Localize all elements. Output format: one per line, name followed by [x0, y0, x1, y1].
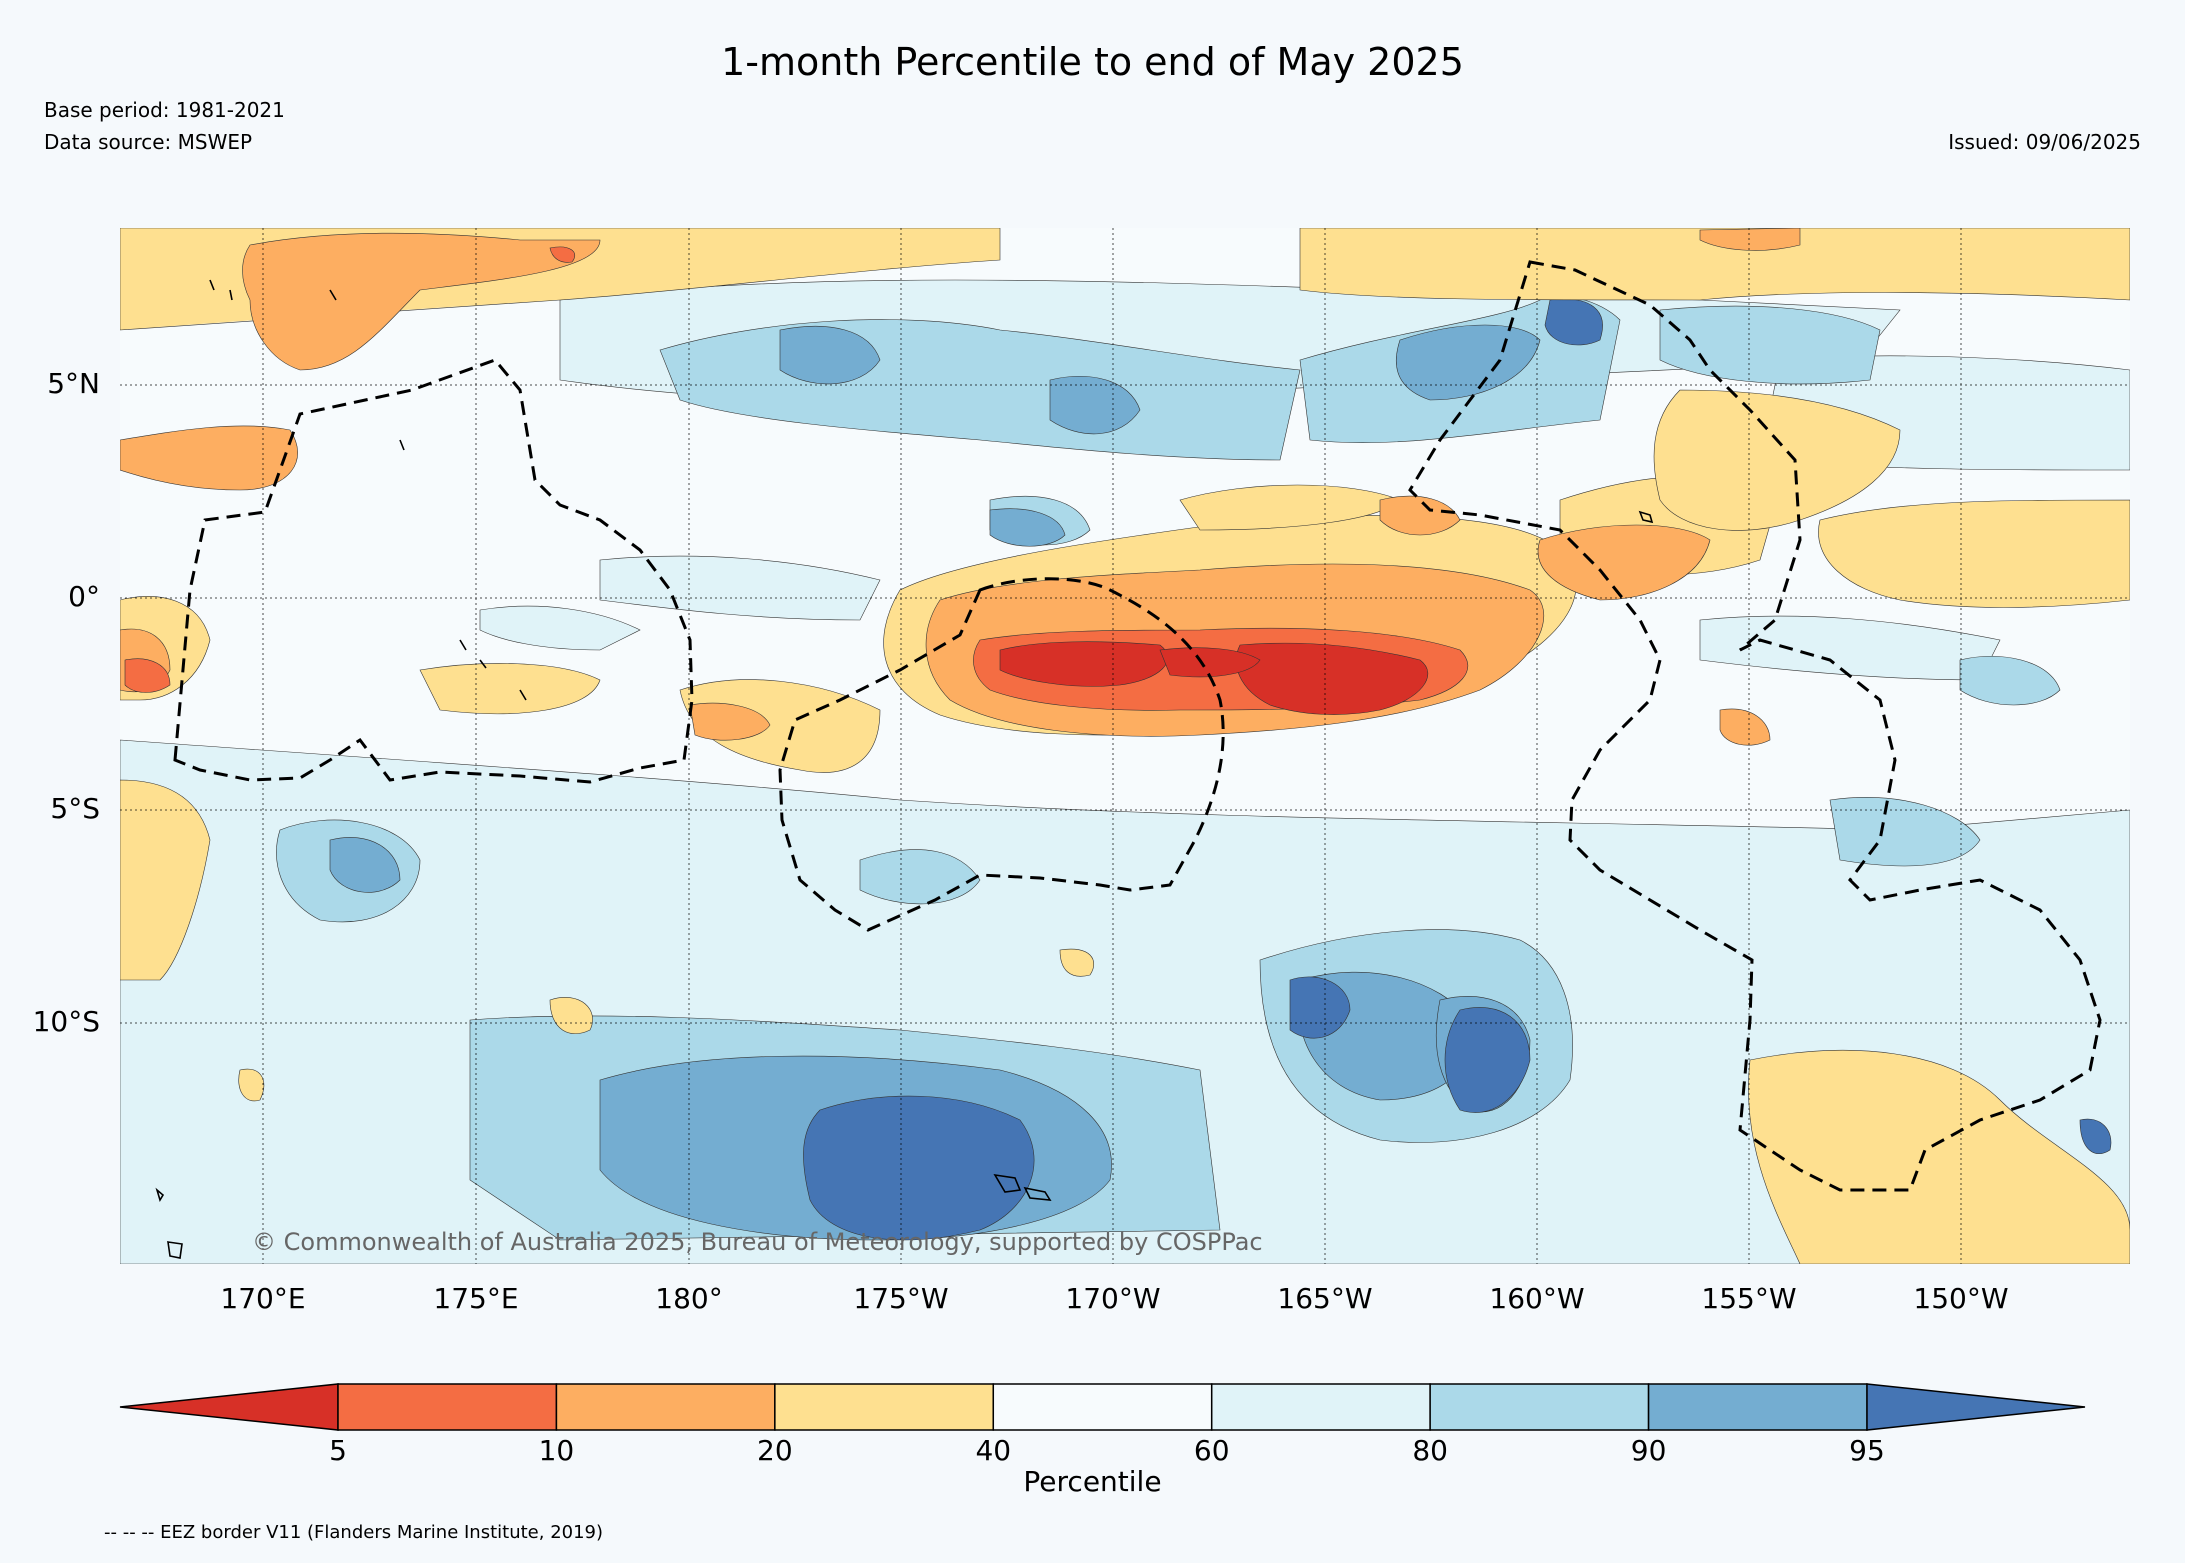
colorbar-segment — [337, 1383, 558, 1431]
colorbar-tick-label: 80 — [1412, 1434, 1448, 1467]
eez-footnote: -- -- -- EEZ border V11 (Flanders Marine… — [104, 1522, 604, 1543]
colorbar-extend-low — [119, 1383, 339, 1431]
colorbar-tick-label: 60 — [1194, 1434, 1230, 1467]
colorbar-tick-label: 40 — [975, 1434, 1011, 1467]
colorbar-extend-high — [1866, 1383, 2086, 1431]
colorbar-segment — [1647, 1383, 1868, 1431]
colorbar-tick-label: 20 — [757, 1434, 793, 1467]
map-title: 1-month Percentile to end of May 2025 — [721, 40, 1464, 84]
lat-label-10s: 10°S — [33, 1005, 100, 1038]
map-field — [120, 228, 2130, 1264]
lat-label-5n: 5°N — [47, 367, 100, 400]
lon-label-165w: 165°W — [1277, 1282, 1372, 1315]
lon-label-175e: 175°E — [433, 1282, 518, 1315]
lon-label-170e: 170°E — [220, 1282, 305, 1315]
colorbar-tick-label: 10 — [539, 1434, 575, 1467]
colorbar-segment — [774, 1383, 995, 1431]
lon-label-160w: 160°W — [1489, 1282, 1584, 1315]
lat-label-0: 0° — [68, 580, 100, 613]
lon-label-180: 180° — [655, 1282, 722, 1315]
colorbar-label: Percentile — [1023, 1465, 1162, 1498]
lon-label-170w: 170°W — [1065, 1282, 1160, 1315]
lon-label-175w: 175°W — [853, 1282, 948, 1315]
lon-label-150w: 150°W — [1913, 1282, 2008, 1315]
issued-date-text: Issued: 09/06/2025 — [1948, 130, 2141, 154]
lon-label-155w: 155°W — [1701, 1282, 1796, 1315]
colorbar-tick-label: 90 — [1631, 1434, 1667, 1467]
colorbar-tick-label: 95 — [1849, 1434, 1885, 1467]
lat-label-5s: 5°S — [50, 792, 100, 825]
colorbar-segment — [555, 1383, 776, 1431]
base-period-text: Base period: 1981-2021 — [44, 98, 285, 122]
colorbar-segment — [1429, 1383, 1650, 1431]
data-source-text: Data source: MSWEP — [44, 130, 253, 154]
colorbar-segment — [992, 1383, 1213, 1431]
colorbar: 5 10 20 40 60 80 90 95 — [119, 1383, 2086, 1467]
colorbar-tick-label: 5 — [329, 1434, 347, 1467]
copyright-text: © Commonwealth of Australia 2025, Bureau… — [252, 1228, 1263, 1256]
colorbar-segment — [1210, 1383, 1431, 1431]
